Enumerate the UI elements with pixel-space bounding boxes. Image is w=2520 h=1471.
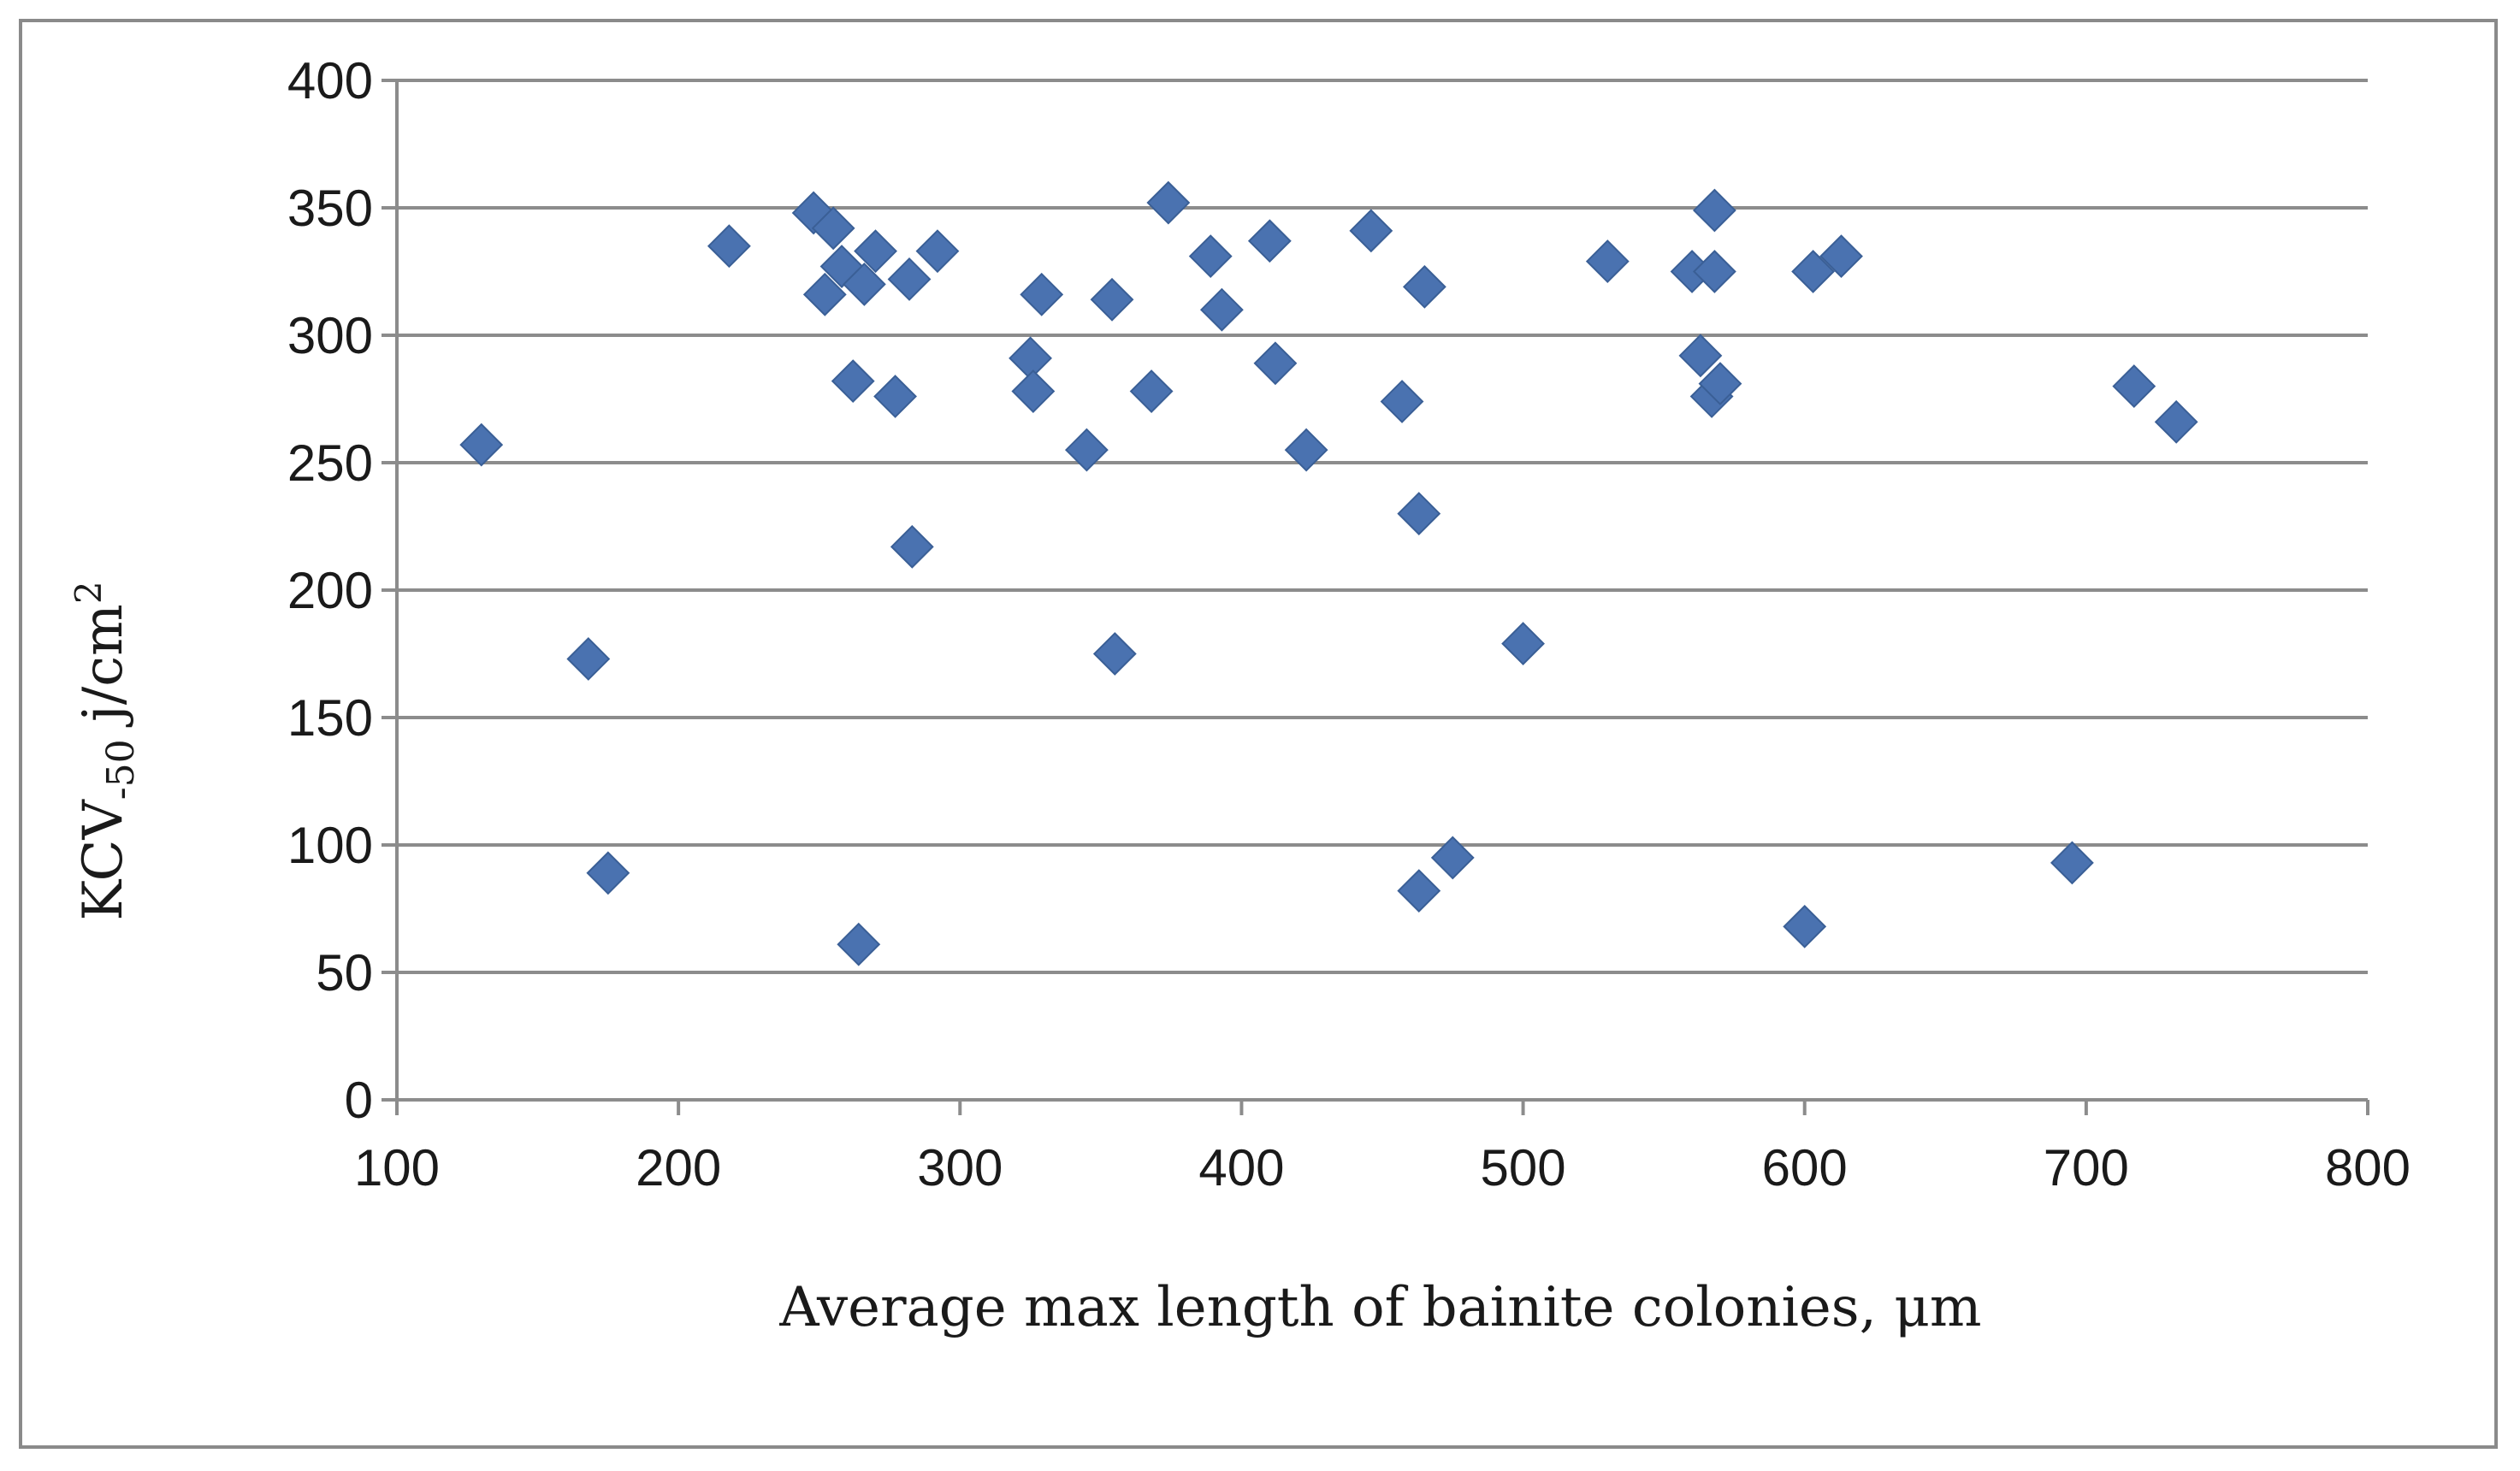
x-tick-label-700: 700 — [2044, 1139, 2129, 1196]
y-tick-label-250: 250 — [287, 434, 373, 492]
x-tick-label-200: 200 — [636, 1139, 721, 1196]
data-point-14 — [890, 524, 934, 569]
data-point-8 — [831, 359, 875, 404]
data-point-26 — [1247, 219, 1292, 263]
data-point-25 — [1199, 287, 1244, 332]
y-axis-title-subscript: -50 — [99, 739, 143, 800]
x-tick-labels: 100 200 300 400 500 600 700 800 — [354, 1139, 2411, 1196]
data-point-20 — [1090, 277, 1134, 322]
gridlines — [397, 79, 2368, 974]
data-point-1 — [566, 637, 611, 681]
data-point-34 — [1430, 836, 1475, 880]
data-point-11 — [854, 229, 897, 274]
data-point-6 — [811, 206, 855, 251]
data-point-41 — [1692, 188, 1736, 233]
data-point-3 — [707, 224, 751, 269]
y-axis-title-superscript: 2 — [68, 581, 109, 604]
y-tick-label-350: 350 — [287, 180, 373, 237]
data-point-9 — [837, 922, 881, 966]
data-point-10 — [842, 262, 886, 306]
data-points — [459, 180, 2198, 966]
data-point-28 — [1284, 428, 1328, 472]
y-axis-title: KCV-50 j/cm2 — [68, 581, 143, 920]
chart-frame — [19, 19, 2498, 1449]
y-tick-label-400: 400 — [287, 52, 373, 109]
data-point-13 — [887, 257, 932, 301]
y-axis-title-unit: j/cm — [72, 604, 135, 739]
data-point-22 — [1129, 369, 1174, 413]
data-point-5 — [802, 272, 847, 316]
y-tick-label-200: 200 — [287, 562, 373, 619]
y-tick-label-0: 0 — [345, 1072, 373, 1129]
data-point-32 — [1402, 264, 1446, 309]
data-point-24 — [1188, 234, 1233, 279]
data-point-12 — [873, 375, 917, 418]
axes — [382, 79, 2369, 1115]
data-point-48 — [2154, 399, 2198, 444]
data-point-27 — [1253, 341, 1298, 386]
x-tick-label-100: 100 — [354, 1139, 440, 1196]
y-tick-label-50: 50 — [316, 944, 373, 1001]
data-point-40 — [1692, 250, 1736, 293]
data-point-46 — [2050, 841, 2094, 885]
x-tick-label-600: 600 — [1762, 1139, 1848, 1196]
data-point-2 — [586, 851, 630, 895]
x-axis-title: Average max length of bainite colonies, … — [778, 1276, 1981, 1339]
y-tick-label-300: 300 — [287, 307, 373, 364]
data-point-31 — [1397, 492, 1441, 536]
x-tick-label-800: 800 — [2325, 1139, 2411, 1196]
data-point-15 — [915, 229, 960, 274]
data-point-18 — [1020, 272, 1064, 316]
x-tick-label-400: 400 — [1198, 1139, 1284, 1196]
data-point-43 — [1783, 904, 1827, 948]
x-tick-label-500: 500 — [1481, 1139, 1566, 1196]
y-tick-labels: 0 50 100 150 200 250 300 350 400 — [287, 52, 373, 1129]
y-tick-label-100: 100 — [287, 817, 373, 874]
data-point-30 — [1380, 380, 1424, 423]
data-point-17 — [1011, 369, 1056, 413]
data-point-45 — [1819, 234, 1863, 279]
y-tick-label-150: 150 — [287, 689, 373, 747]
data-point-35 — [1501, 622, 1545, 665]
data-point-0 — [459, 422, 504, 467]
data-point-23 — [1146, 180, 1191, 225]
y-axis-title-main: KCV — [72, 799, 135, 921]
data-point-36 — [1585, 239, 1630, 283]
data-point-29 — [1349, 209, 1393, 253]
data-point-7 — [819, 245, 864, 288]
data-point-47 — [2112, 364, 2156, 409]
data-point-38 — [1678, 334, 1723, 378]
x-tick-label-300: 300 — [917, 1139, 1003, 1196]
data-point-42 — [1698, 362, 1742, 406]
data-point-19 — [1064, 428, 1109, 472]
data-point-33 — [1397, 869, 1441, 913]
data-point-44 — [1791, 250, 1836, 293]
data-point-21 — [1092, 632, 1137, 676]
